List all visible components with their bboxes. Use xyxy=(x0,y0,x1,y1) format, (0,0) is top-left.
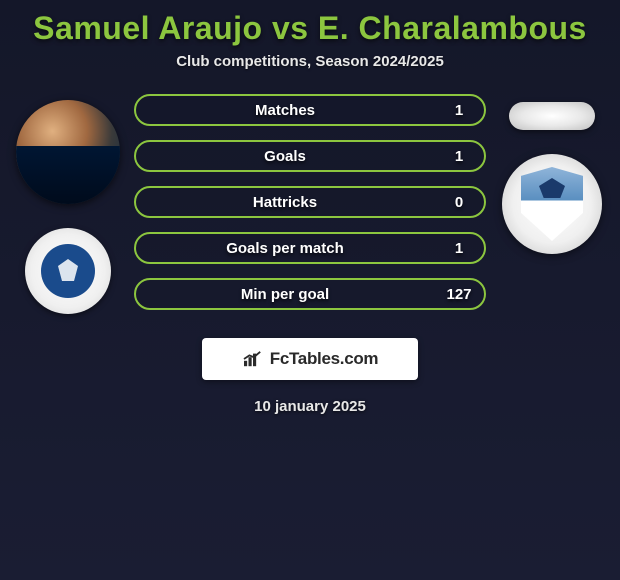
shield-emblem xyxy=(521,167,583,241)
player1-club-crest xyxy=(25,228,111,314)
stat-row-goals: Goals 1 xyxy=(134,140,486,172)
club-inner-emblem xyxy=(41,244,95,298)
stat-value: 1 xyxy=(434,102,484,119)
brand-badge[interactable]: FcTables.com xyxy=(202,338,418,380)
stat-label: Matches xyxy=(136,102,434,119)
stat-label: Goals per match xyxy=(136,240,434,257)
stat-value: 0 xyxy=(434,194,484,211)
stats-column: Matches 1 Goals 1 Hattricks 0 Goals per … xyxy=(130,94,490,310)
stat-value: 1 xyxy=(434,240,484,257)
stat-row-gpm: Goals per match 1 xyxy=(134,232,486,264)
stat-label: Hattricks xyxy=(136,194,434,211)
main-row: Matches 1 Goals 1 Hattricks 0 Goals per … xyxy=(0,94,620,314)
stat-value: 127 xyxy=(434,286,484,303)
right-player-column xyxy=(490,94,614,254)
player2-photo xyxy=(509,102,595,130)
brand-label: FcTables.com xyxy=(270,349,379,369)
subtitle: Club competitions, Season 2024/2025 xyxy=(0,53,620,70)
stat-label: Goals xyxy=(136,148,434,165)
left-player-column xyxy=(6,94,130,314)
chart-icon xyxy=(242,350,264,368)
player2-club-crest xyxy=(502,154,602,254)
stat-value: 1 xyxy=(434,148,484,165)
page-title: Samuel Araujo vs E. Charalambous xyxy=(0,10,620,47)
stat-row-mpg: Min per goal 127 xyxy=(134,278,486,310)
stat-label: Min per goal xyxy=(136,286,434,303)
emblem-icon xyxy=(53,256,83,286)
player1-photo xyxy=(16,100,120,204)
stat-row-matches: Matches 1 xyxy=(134,94,486,126)
comparison-card: Samuel Araujo vs E. Charalambous Club co… xyxy=(0,0,620,415)
date-label: 10 january 2025 xyxy=(0,398,620,415)
stat-row-hattricks: Hattricks 0 xyxy=(134,186,486,218)
